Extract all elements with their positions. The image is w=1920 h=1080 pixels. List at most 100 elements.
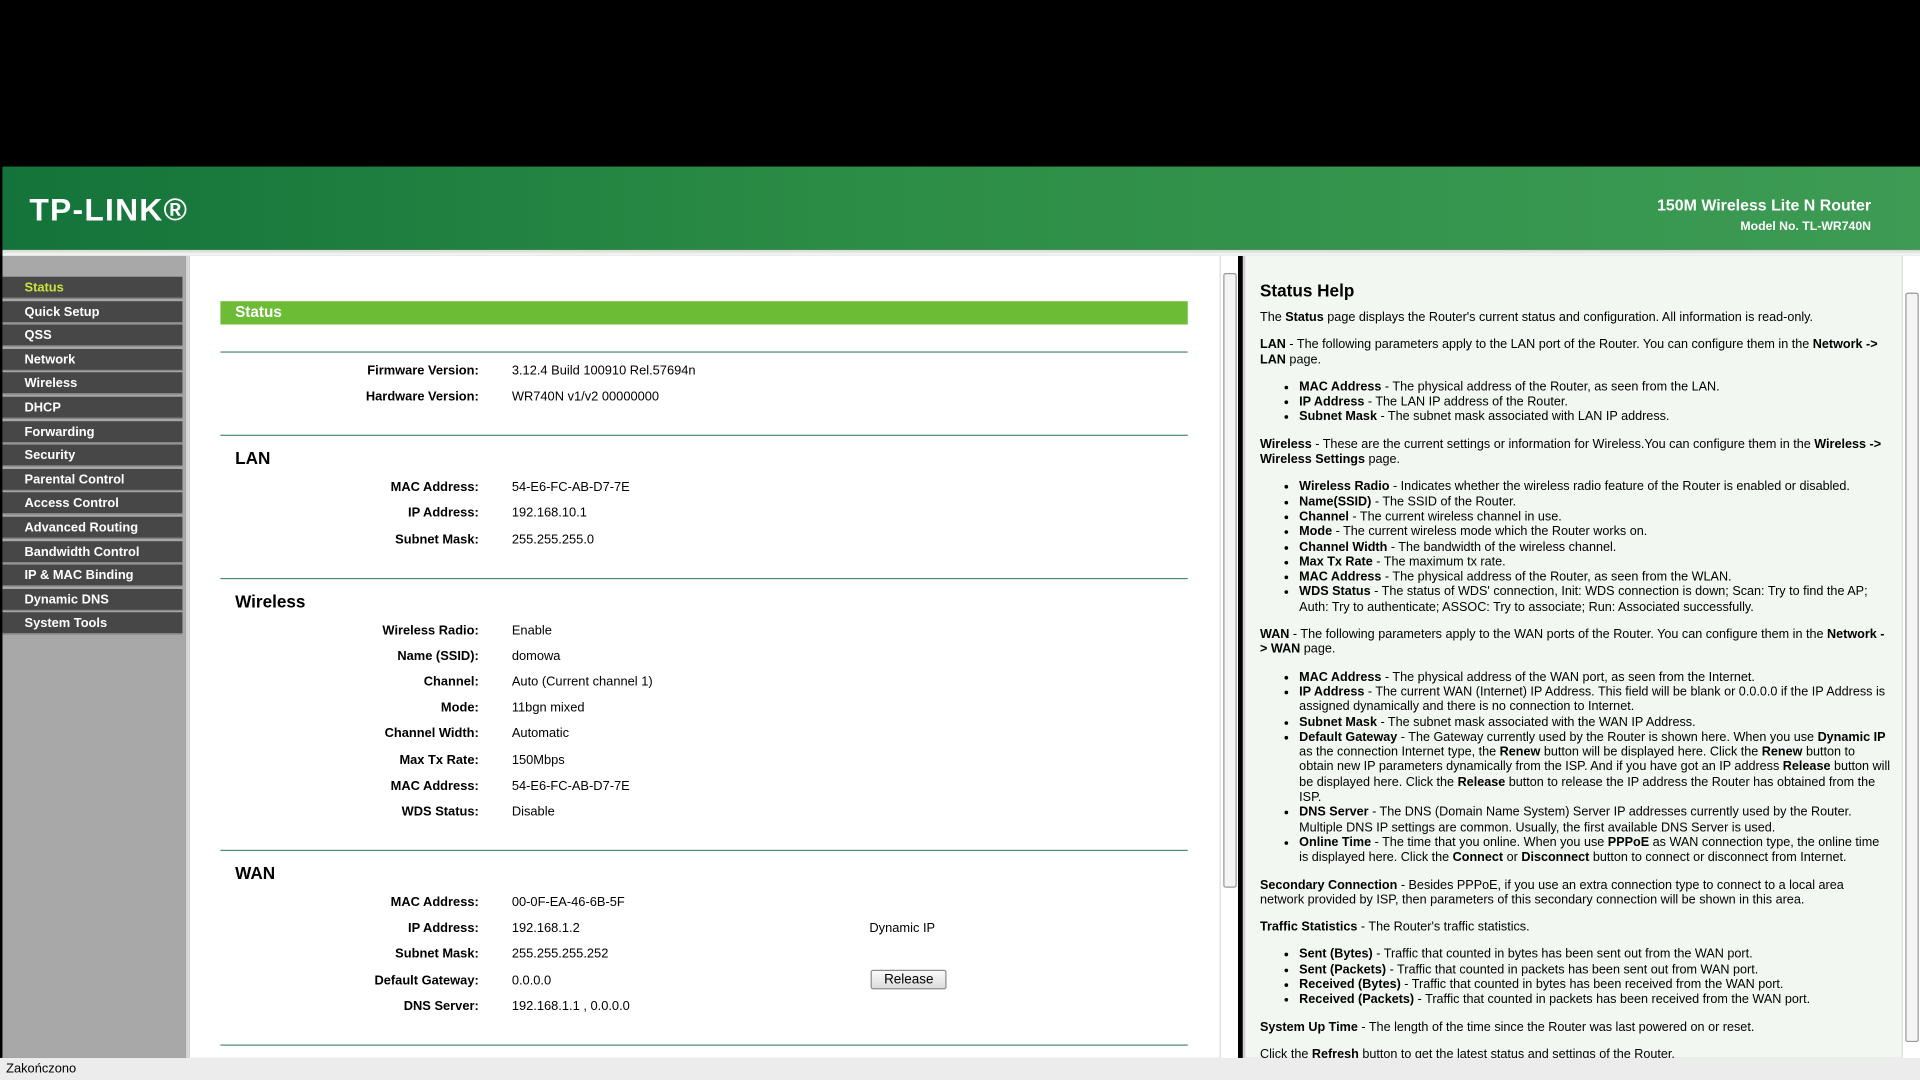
help-content: Status Help The Status page displays the … [1260,280,1891,1075]
help-item: Sent (Bytes) - Traffic that counted in b… [1299,948,1890,963]
help-term: Traffic Statistics [1260,920,1358,935]
field-label: MAC Address: [390,895,479,910]
divider [220,434,1188,437]
field-label: IP Address: [408,921,479,936]
help-item: Default Gateway - The Gateway currently … [1299,731,1890,806]
menu-item[interactable]: Forwarding [2,420,183,443]
field-value: 192.168.1.2 [511,921,580,936]
help-item: WDS Status - The status of WDS' connecti… [1299,586,1890,616]
help-paragraph: System Up Time - The length of the time … [1260,1021,1891,1036]
help-item: DNS Server - The DNS (Domain Name System… [1299,806,1890,836]
help-text: button to release the IP address the Rou… [1299,775,1876,805]
release-button[interactable]: Release [870,969,947,989]
help-term: MAC Address [1299,670,1382,685]
field-label: Firmware Version: [367,363,479,379]
help-term: DNS Server [1299,806,1369,820]
help-item: Channel Width - The bandwidth of the wir… [1299,541,1890,556]
menu-item[interactable]: Bandwidth Control [2,540,183,563]
help-text: page. [1285,353,1321,367]
help-text: - Traffic that counted in bytes has been… [1400,978,1784,992]
help-text: - The DNS (Domain Name System) Server IP… [1299,806,1852,835]
help-term: Renew [1499,745,1541,760]
help-text: page. [1300,643,1336,657]
help-item: MAC Address - The physical address of th… [1299,381,1890,396]
help-item: Subnet Mask - The subnet mask associated… [1299,716,1890,731]
help-term: Max Tx Rate [1299,555,1373,570]
help-text: - The Router's traffic statistics. [1357,920,1530,935]
help-text: - These are the current settings or info… [1311,438,1815,452]
help-term: PPPoE [1607,836,1650,850]
help-text: - The physical address of the WAN port, … [1381,670,1755,685]
menu-item[interactable]: Parental Control [2,468,183,491]
menu-item[interactable]: Access Control [2,492,183,515]
help-item: Channel - The current wireless channel i… [1299,511,1890,526]
scroll-thumb[interactable] [1905,292,1919,1043]
help-text: page. [1365,453,1401,467]
help-text: - Indicates whether the wireless radio f… [1389,480,1850,494]
menu-item[interactable]: Status [2,276,183,299]
help-term: Sent (Bytes) [1299,948,1373,962]
help-term: MAC Address [1299,570,1382,585]
menu-item[interactable]: IP & MAC Binding [2,564,183,587]
help-text: - The status of WDS' connection, Init: W… [1299,585,1868,615]
field-value: Enable [511,622,552,638]
field-value: Disable [511,804,555,820]
menu-item[interactable]: QSS [2,324,183,347]
help-text: - The maximum tx rate. [1372,555,1506,570]
menu-item[interactable]: Advanced Routing [2,516,183,539]
scrollbar[interactable] [1219,255,1238,1058]
help-list: MAC Address - The physical address of th… [1260,381,1891,426]
help-text: - The bandwidth of the wireless channel. [1387,540,1617,555]
header: TP-LINK® 150M Wireless Lite N Router Mod… [2,166,1920,250]
help-list: Wireless Radio - Indicates whether the w… [1260,480,1891,616]
help-term: Channel [1299,510,1349,525]
field-value: 192.168.1.1 , 0.0.0.0 [511,998,630,1014]
field-label: MAC Address: [390,480,479,495]
menu-item[interactable]: Dynamic DNS [2,588,183,611]
help-term: Received (Packets) [1299,993,1415,1007]
help-paragraph: Secondary Connection - Besides PPPoE, if… [1260,879,1891,909]
help-item: MAC Address - The physical address of th… [1299,571,1890,586]
help-term: MAC Address [1299,380,1382,395]
help-term: Connect [1452,851,1504,865]
help-text: as WAN connection type, the online time … [1299,836,1880,865]
menu-item[interactable]: Wireless [2,372,183,395]
help-term: Release [1782,760,1831,775]
divider [220,577,1188,579]
help-text: - The current wireless mode which the Ro… [1332,525,1648,540]
help-text: button to obtain new IP parameters dynam… [1299,745,1856,775]
help-term: Network -> WAN [1260,628,1885,657]
help-term: Secondary Connection [1260,878,1398,893]
help-term: Subnet Mask [1299,715,1377,730]
field-value: 11bgn mixed [511,700,585,716]
section-heading: LAN [235,448,271,468]
menu-item[interactable]: DHCP [2,396,183,419]
help-term: Channel Width [1299,540,1388,555]
field-value: 150Mbps [511,752,565,768]
menu-item[interactable]: Security [2,444,183,467]
field-value: 255.255.255.252 [511,947,609,962]
help-item: Received (Bytes) - Traffic that counted … [1299,978,1890,993]
help-text: button will be displayed here. Click the [1299,760,1891,790]
help-text: - The subnet mask associated with LAN IP… [1376,410,1670,425]
menu-item[interactable]: Quick Setup [2,300,183,323]
divider [220,351,1188,353]
scrollbar[interactable] [1901,255,1920,1058]
menu-item[interactable]: System Tools [2,612,183,635]
status-bar: Zakończono [0,1057,1920,1080]
help-term: LAN [1260,338,1286,352]
help-term: System Up Time [1260,1020,1358,1035]
help-text: - The current wireless channel in use. [1348,510,1562,525]
help-item: Mode - The current wireless mode which t… [1299,526,1890,541]
scroll-thumb[interactable] [1223,273,1237,888]
help-term: Status [1285,311,1324,325]
field-label: Channel Width: [384,726,479,742]
help-term: Online Time [1299,836,1372,850]
menu-item[interactable]: Network [2,348,183,371]
help-text: The [1260,311,1286,325]
help-term: Mode [1299,525,1333,540]
divider [220,1044,1188,1046]
help-paragraph: The Status page displays the Router's cu… [1260,311,1891,326]
field-value: WR740N v1/v2 00000000 [511,389,660,405]
